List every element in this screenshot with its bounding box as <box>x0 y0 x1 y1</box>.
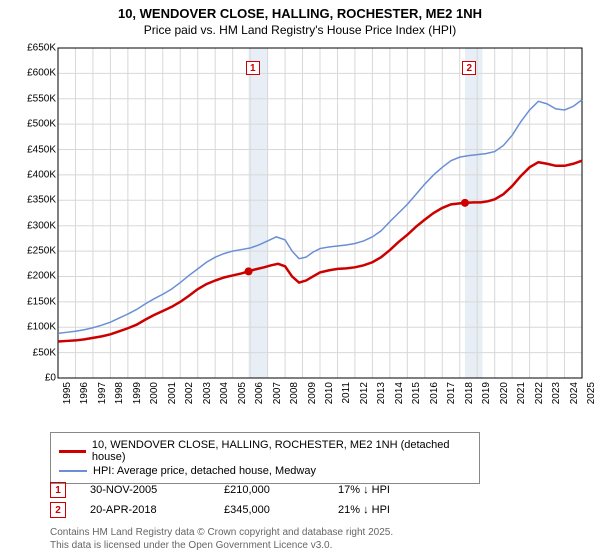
x-tick-label: 2016 <box>429 382 440 404</box>
x-tick-label: 2024 <box>569 382 580 404</box>
x-tick-label: 2003 <box>202 382 213 404</box>
y-tick-label: £50K <box>33 347 56 358</box>
chart-container: 10, WENDOVER CLOSE, HALLING, ROCHESTER, … <box>0 0 600 560</box>
footer-line1: Contains HM Land Registry data © Crown c… <box>50 526 393 539</box>
title-subtitle: Price paid vs. HM Land Registry's House … <box>0 23 600 37</box>
legend-swatch-price <box>59 450 86 453</box>
sale-marker: 2 <box>50 502 66 518</box>
sale-date: 20-APR-2018 <box>90 504 200 516</box>
y-tick-label: £450K <box>27 144 56 155</box>
legend-box: 10, WENDOVER CLOSE, HALLING, ROCHESTER, … <box>50 432 480 484</box>
x-tick-label: 2014 <box>394 382 405 404</box>
x-tick-label: 2019 <box>481 382 492 404</box>
x-tick-label: 2009 <box>307 382 318 404</box>
y-tick-label: £550K <box>27 93 56 104</box>
x-tick-label: 2011 <box>341 382 352 404</box>
x-tick-label: 2020 <box>499 382 510 404</box>
x-tick-label: 1997 <box>97 382 108 404</box>
x-tick-label: 1995 <box>62 382 73 404</box>
sales-row: 2 20-APR-2018 £345,000 21% ↓ HPI <box>50 502 590 518</box>
x-tick-label: 2005 <box>237 382 248 404</box>
x-tick-label: 2015 <box>411 382 422 404</box>
x-tick-label: 1996 <box>79 382 90 404</box>
footer-line2: This data is licensed under the Open Gov… <box>50 539 393 552</box>
x-tick-label: 1998 <box>114 382 125 404</box>
legend-label-price: 10, WENDOVER CLOSE, HALLING, ROCHESTER, … <box>92 439 471 463</box>
sale-diff: 21% ↓ HPI <box>338 504 448 516</box>
sale-marker: 1 <box>50 482 66 498</box>
x-tick-label: 2012 <box>359 382 370 404</box>
footer: Contains HM Land Registry data © Crown c… <box>50 526 393 552</box>
chart-sale-marker: 1 <box>246 61 260 75</box>
x-tick-label: 2004 <box>219 382 230 404</box>
x-tick-label: 2022 <box>534 382 545 404</box>
title-block: 10, WENDOVER CLOSE, HALLING, ROCHESTER, … <box>0 0 600 39</box>
sale-price: £345,000 <box>224 504 314 516</box>
x-tick-label: 2007 <box>272 382 283 404</box>
legend-label-hpi: HPI: Average price, detached house, Medw… <box>93 465 316 477</box>
x-tick-label: 2013 <box>376 382 387 404</box>
x-tick-label: 2021 <box>516 382 527 404</box>
sale-date: 30-NOV-2005 <box>90 484 200 496</box>
y-tick-label: £650K <box>27 43 56 54</box>
sales-table: 1 30-NOV-2005 £210,000 17% ↓ HPI 2 20-AP… <box>50 478 590 522</box>
x-tick-label: 1999 <box>132 382 143 404</box>
y-tick-label: £350K <box>27 195 56 206</box>
legend-row: 10, WENDOVER CLOSE, HALLING, ROCHESTER, … <box>59 439 471 463</box>
y-tick-label: £0 <box>45 373 56 384</box>
x-tick-label: 2010 <box>324 382 335 404</box>
legend-swatch-hpi <box>59 470 87 472</box>
x-tick-label: 2025 <box>586 382 597 404</box>
y-tick-label: £250K <box>27 246 56 257</box>
legend-row: HPI: Average price, detached house, Medw… <box>59 465 471 477</box>
x-tick-label: 2001 <box>167 382 178 404</box>
chart-area <box>50 44 590 424</box>
y-tick-label: £600K <box>27 68 56 79</box>
sales-row: 1 30-NOV-2005 £210,000 17% ↓ HPI <box>50 482 590 498</box>
y-tick-label: £200K <box>27 271 56 282</box>
x-tick-label: 2017 <box>446 382 457 404</box>
chart-sale-marker: 2 <box>462 61 476 75</box>
y-tick-label: £500K <box>27 119 56 130</box>
x-tick-label: 2008 <box>289 382 300 404</box>
y-tick-label: £100K <box>27 322 56 333</box>
sale-diff: 17% ↓ HPI <box>338 484 448 496</box>
title-address: 10, WENDOVER CLOSE, HALLING, ROCHESTER, … <box>0 6 600 21</box>
y-tick-label: £300K <box>27 220 56 231</box>
x-tick-label: 2018 <box>464 382 475 404</box>
sale-price: £210,000 <box>224 484 314 496</box>
x-tick-label: 2006 <box>254 382 265 404</box>
x-tick-label: 2000 <box>149 382 160 404</box>
chart-svg <box>50 44 590 424</box>
x-tick-label: 2002 <box>184 382 195 404</box>
y-tick-label: £150K <box>27 296 56 307</box>
y-tick-label: £400K <box>27 169 56 180</box>
x-tick-label: 2023 <box>551 382 562 404</box>
